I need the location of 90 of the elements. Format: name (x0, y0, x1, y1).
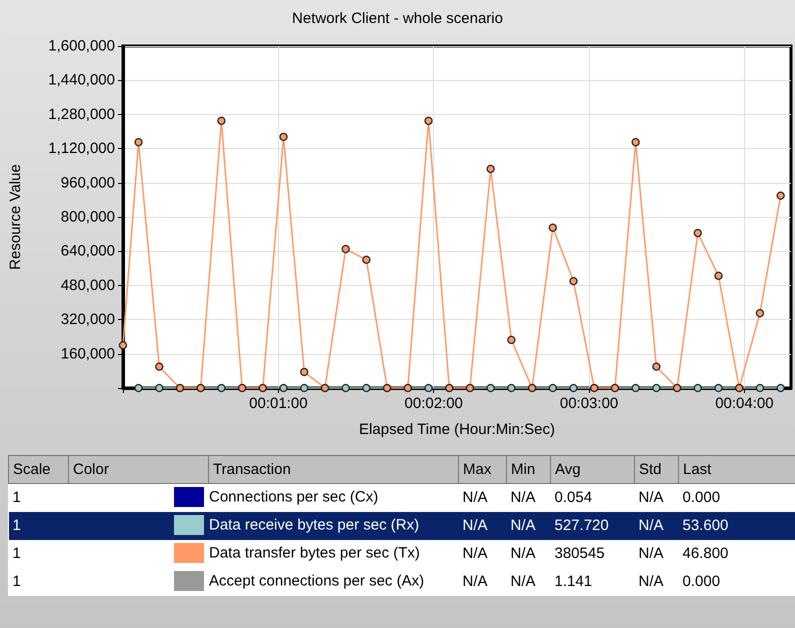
text: N/A (510, 544, 537, 564)
point (486, 384, 495, 392)
point (652, 384, 660, 392)
point (155, 384, 164, 392)
text: N/A (510, 488, 537, 508)
text: 0.000 (682, 572, 722, 592)
point (507, 384, 516, 392)
text: Transaction (208, 456, 458, 484)
point (300, 368, 308, 376)
text: Std (634, 456, 678, 484)
point (694, 384, 702, 392)
text: Color (68, 456, 208, 484)
y-axis-title: Resource Value (7, 164, 24, 270)
point (486, 164, 495, 174)
y-tick-label: 320,000 (60, 311, 115, 328)
point (548, 384, 557, 392)
text: N/A (462, 488, 489, 508)
y-tick-label: 1,280,000 (48, 106, 115, 123)
point (155, 362, 164, 371)
legend-label: Connections per sec (Cx) (209, 488, 378, 506)
text: Min (506, 456, 550, 484)
point (118, 341, 128, 350)
text: 1 (12, 488, 22, 508)
point (756, 384, 764, 392)
x-tick-label: 00:04:00 (715, 395, 774, 412)
point (714, 272, 723, 280)
text: 1 (12, 544, 22, 564)
point (776, 384, 785, 392)
x-axis-title: Elapsed Time (Hour:Min:Sec) (359, 421, 555, 438)
text: 1 (12, 572, 22, 592)
text: Last (678, 456, 795, 484)
point (424, 116, 433, 125)
legend-label: Data receive bytes per sec (Rx) (209, 516, 420, 534)
point (342, 244, 350, 254)
y-tick-label: 640,000 (60, 242, 115, 260)
text: 1.141 (554, 572, 594, 592)
point (279, 384, 288, 392)
point (362, 256, 370, 264)
y-tick-label: 1,440,000 (48, 72, 115, 89)
y-tick-label: 800,000 (60, 208, 115, 226)
point (776, 192, 785, 200)
point (279, 132, 288, 141)
y-tick-label: 1,120,000 (48, 140, 115, 158)
text: N/A (462, 544, 489, 564)
text: N/A (506, 512, 550, 540)
text: 0.000 (682, 488, 722, 508)
text: 53.600 (678, 512, 795, 540)
point (714, 384, 723, 392)
text: Scale (8, 456, 68, 484)
point (362, 384, 370, 392)
text: N/A (462, 572, 489, 592)
point (569, 277, 578, 286)
text: N/A (458, 512, 506, 540)
point (548, 224, 557, 232)
point (569, 384, 578, 392)
x-tick-label: 00:02:00 (404, 395, 463, 412)
point (134, 138, 143, 146)
point (300, 384, 308, 392)
point (694, 228, 702, 238)
y-tick-label: 160,000 (60, 345, 115, 362)
text: N/A (638, 544, 665, 564)
legend-label: Data transfer bytes per sec (Tx) (209, 544, 420, 562)
legend-label: Accept connections per sec (Ax) (209, 572, 424, 590)
text: 0.054 (554, 488, 594, 508)
point (652, 362, 660, 371)
chart-title: Network Client - whole scenario (292, 10, 503, 27)
text: 527.720 (550, 512, 634, 540)
point (424, 384, 433, 392)
point (756, 309, 764, 318)
x-tick-label: 00:01:00 (249, 395, 308, 412)
y-tick-label: 1,600,000 (48, 38, 115, 54)
text: 1 (8, 512, 68, 540)
point (134, 384, 143, 392)
text: N/A (638, 572, 665, 592)
point (507, 336, 516, 344)
text: N/A (638, 488, 665, 508)
text: 380545 (554, 544, 606, 564)
point (632, 384, 640, 392)
text: Avg (550, 456, 634, 484)
x-tick-label: 00:03:00 (560, 395, 618, 412)
y-tick-label: 480,000 (60, 276, 115, 294)
text: N/A (510, 572, 537, 592)
y-tick-label: 960,000 (60, 174, 115, 192)
point (217, 116, 226, 125)
text: 46.800 (682, 544, 730, 564)
point (217, 384, 226, 392)
text: N/A (634, 512, 678, 540)
point (632, 138, 640, 146)
point (342, 384, 350, 392)
text: Max (458, 456, 506, 484)
